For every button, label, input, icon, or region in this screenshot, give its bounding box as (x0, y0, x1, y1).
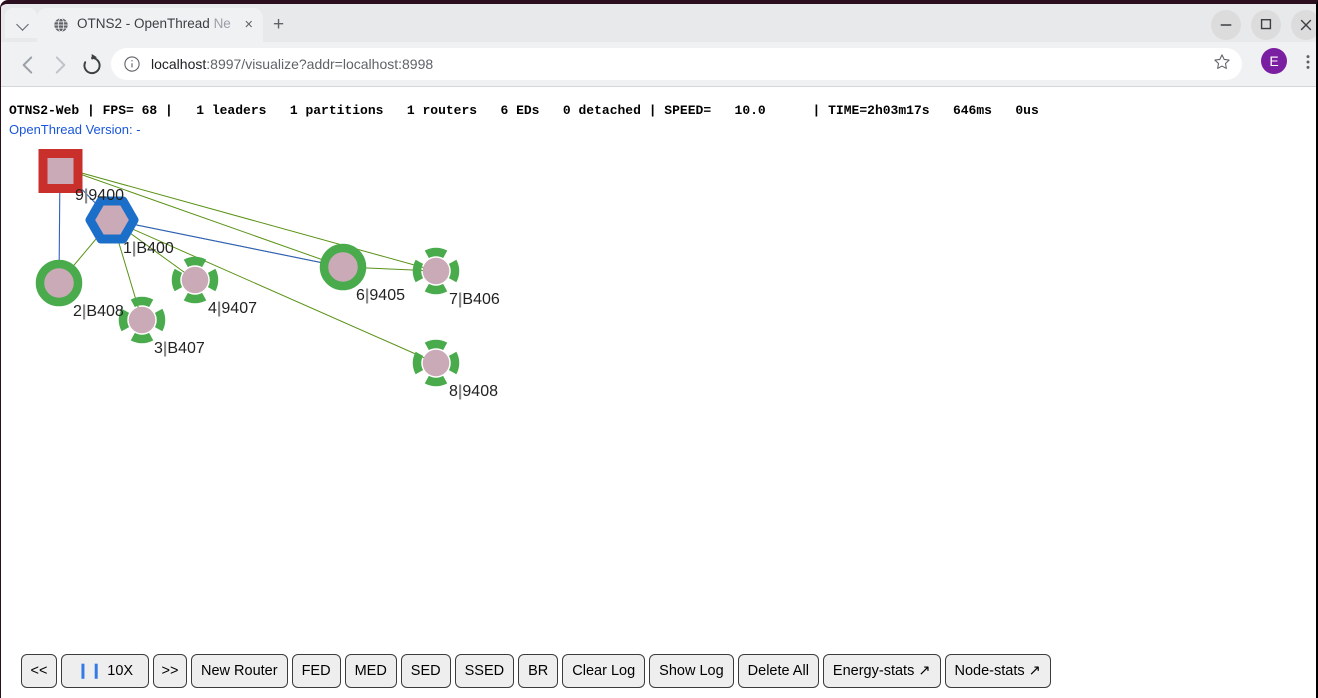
svg-text:3|B407: 3|B407 (154, 340, 205, 357)
svg-text:6|9405: 6|9405 (356, 287, 405, 304)
svg-text:7|B406: 7|B406 (449, 291, 500, 308)
svg-text:1|B400: 1|B400 (123, 240, 174, 257)
svg-text:8|9408: 8|9408 (449, 383, 498, 400)
svg-text:9|9400: 9|9400 (75, 187, 124, 204)
svg-text:2|B408: 2|B408 (73, 303, 124, 320)
svg-text:4|9407: 4|9407 (208, 300, 257, 317)
